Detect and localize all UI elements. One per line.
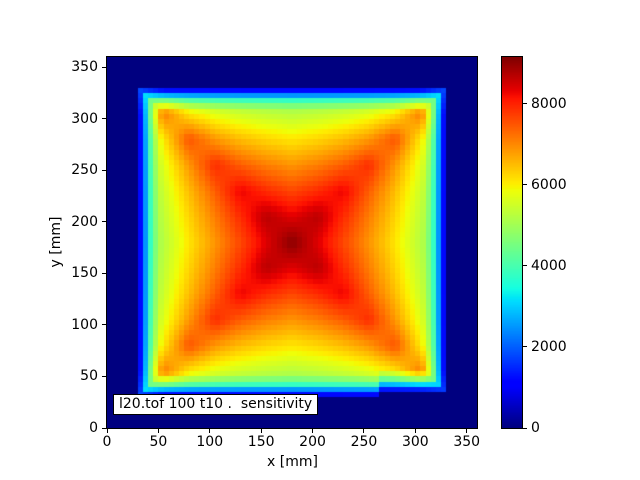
y-tick-mark — [102, 375, 106, 377]
x-tick-label: 0 — [102, 434, 112, 450]
y-tick-mark — [102, 272, 106, 274]
x-axis-label: x [mm] — [267, 454, 318, 470]
x-tick-mark — [209, 429, 211, 433]
x-tick-mark — [312, 429, 314, 433]
colorbar-tick-mark — [523, 346, 527, 348]
y-tick-label: 150 — [71, 265, 98, 282]
x-tick-mark — [363, 429, 365, 433]
y-axis-label: y [mm] — [48, 216, 64, 268]
y-tick-mark — [102, 66, 106, 68]
x-tick-mark — [260, 429, 262, 433]
y-tick-mark — [102, 427, 106, 429]
y-tick-mark — [102, 169, 106, 171]
y-tick-label: 300 — [71, 110, 98, 127]
colorbar-tick-label: 4000 — [531, 257, 567, 274]
plot-area: l20.tof 100 t10 . sensitivity — [106, 56, 478, 429]
y-tick-label: 250 — [71, 162, 98, 179]
x-tick-mark — [466, 429, 468, 433]
colorbar-tick-label: 0 — [531, 420, 540, 436]
y-tick-label: 100 — [71, 316, 98, 333]
y-tick-label: 200 — [71, 213, 98, 230]
x-tick-label: 200 — [299, 434, 326, 450]
x-tick-label: 300 — [401, 434, 429, 450]
colorbar-tick-mark — [523, 103, 527, 105]
x-tick-mark — [157, 429, 159, 433]
annotation-label: l20.tof 100 t10 . sensitivity — [113, 394, 319, 415]
x-tick-label: 100 — [196, 434, 224, 450]
colorbar — [501, 56, 523, 429]
y-tick-label: 0 — [89, 420, 98, 436]
x-tick-label: 150 — [247, 434, 275, 450]
x-tick-label: 350 — [453, 434, 481, 450]
colorbar-tick-mark — [523, 184, 527, 186]
y-tick-mark — [102, 324, 106, 326]
y-tick-label: 50 — [80, 368, 98, 385]
colorbar-tick-mark — [523, 427, 527, 429]
y-tick-mark — [102, 221, 106, 223]
y-tick-mark — [102, 118, 106, 120]
colorbar-tick-label: 2000 — [531, 338, 567, 355]
colorbar-tick-label: 8000 — [531, 95, 567, 112]
x-tick-mark — [106, 429, 108, 433]
colorbar-tick-mark — [523, 265, 527, 267]
heatmap-canvas — [107, 57, 477, 428]
x-tick-mark — [414, 429, 416, 433]
colorbar-tick-label: 6000 — [531, 176, 567, 193]
colorbar-canvas — [502, 57, 522, 428]
y-tick-label: 350 — [71, 59, 98, 76]
x-tick-label: 50 — [149, 434, 168, 450]
x-tick-label: 250 — [350, 434, 378, 450]
